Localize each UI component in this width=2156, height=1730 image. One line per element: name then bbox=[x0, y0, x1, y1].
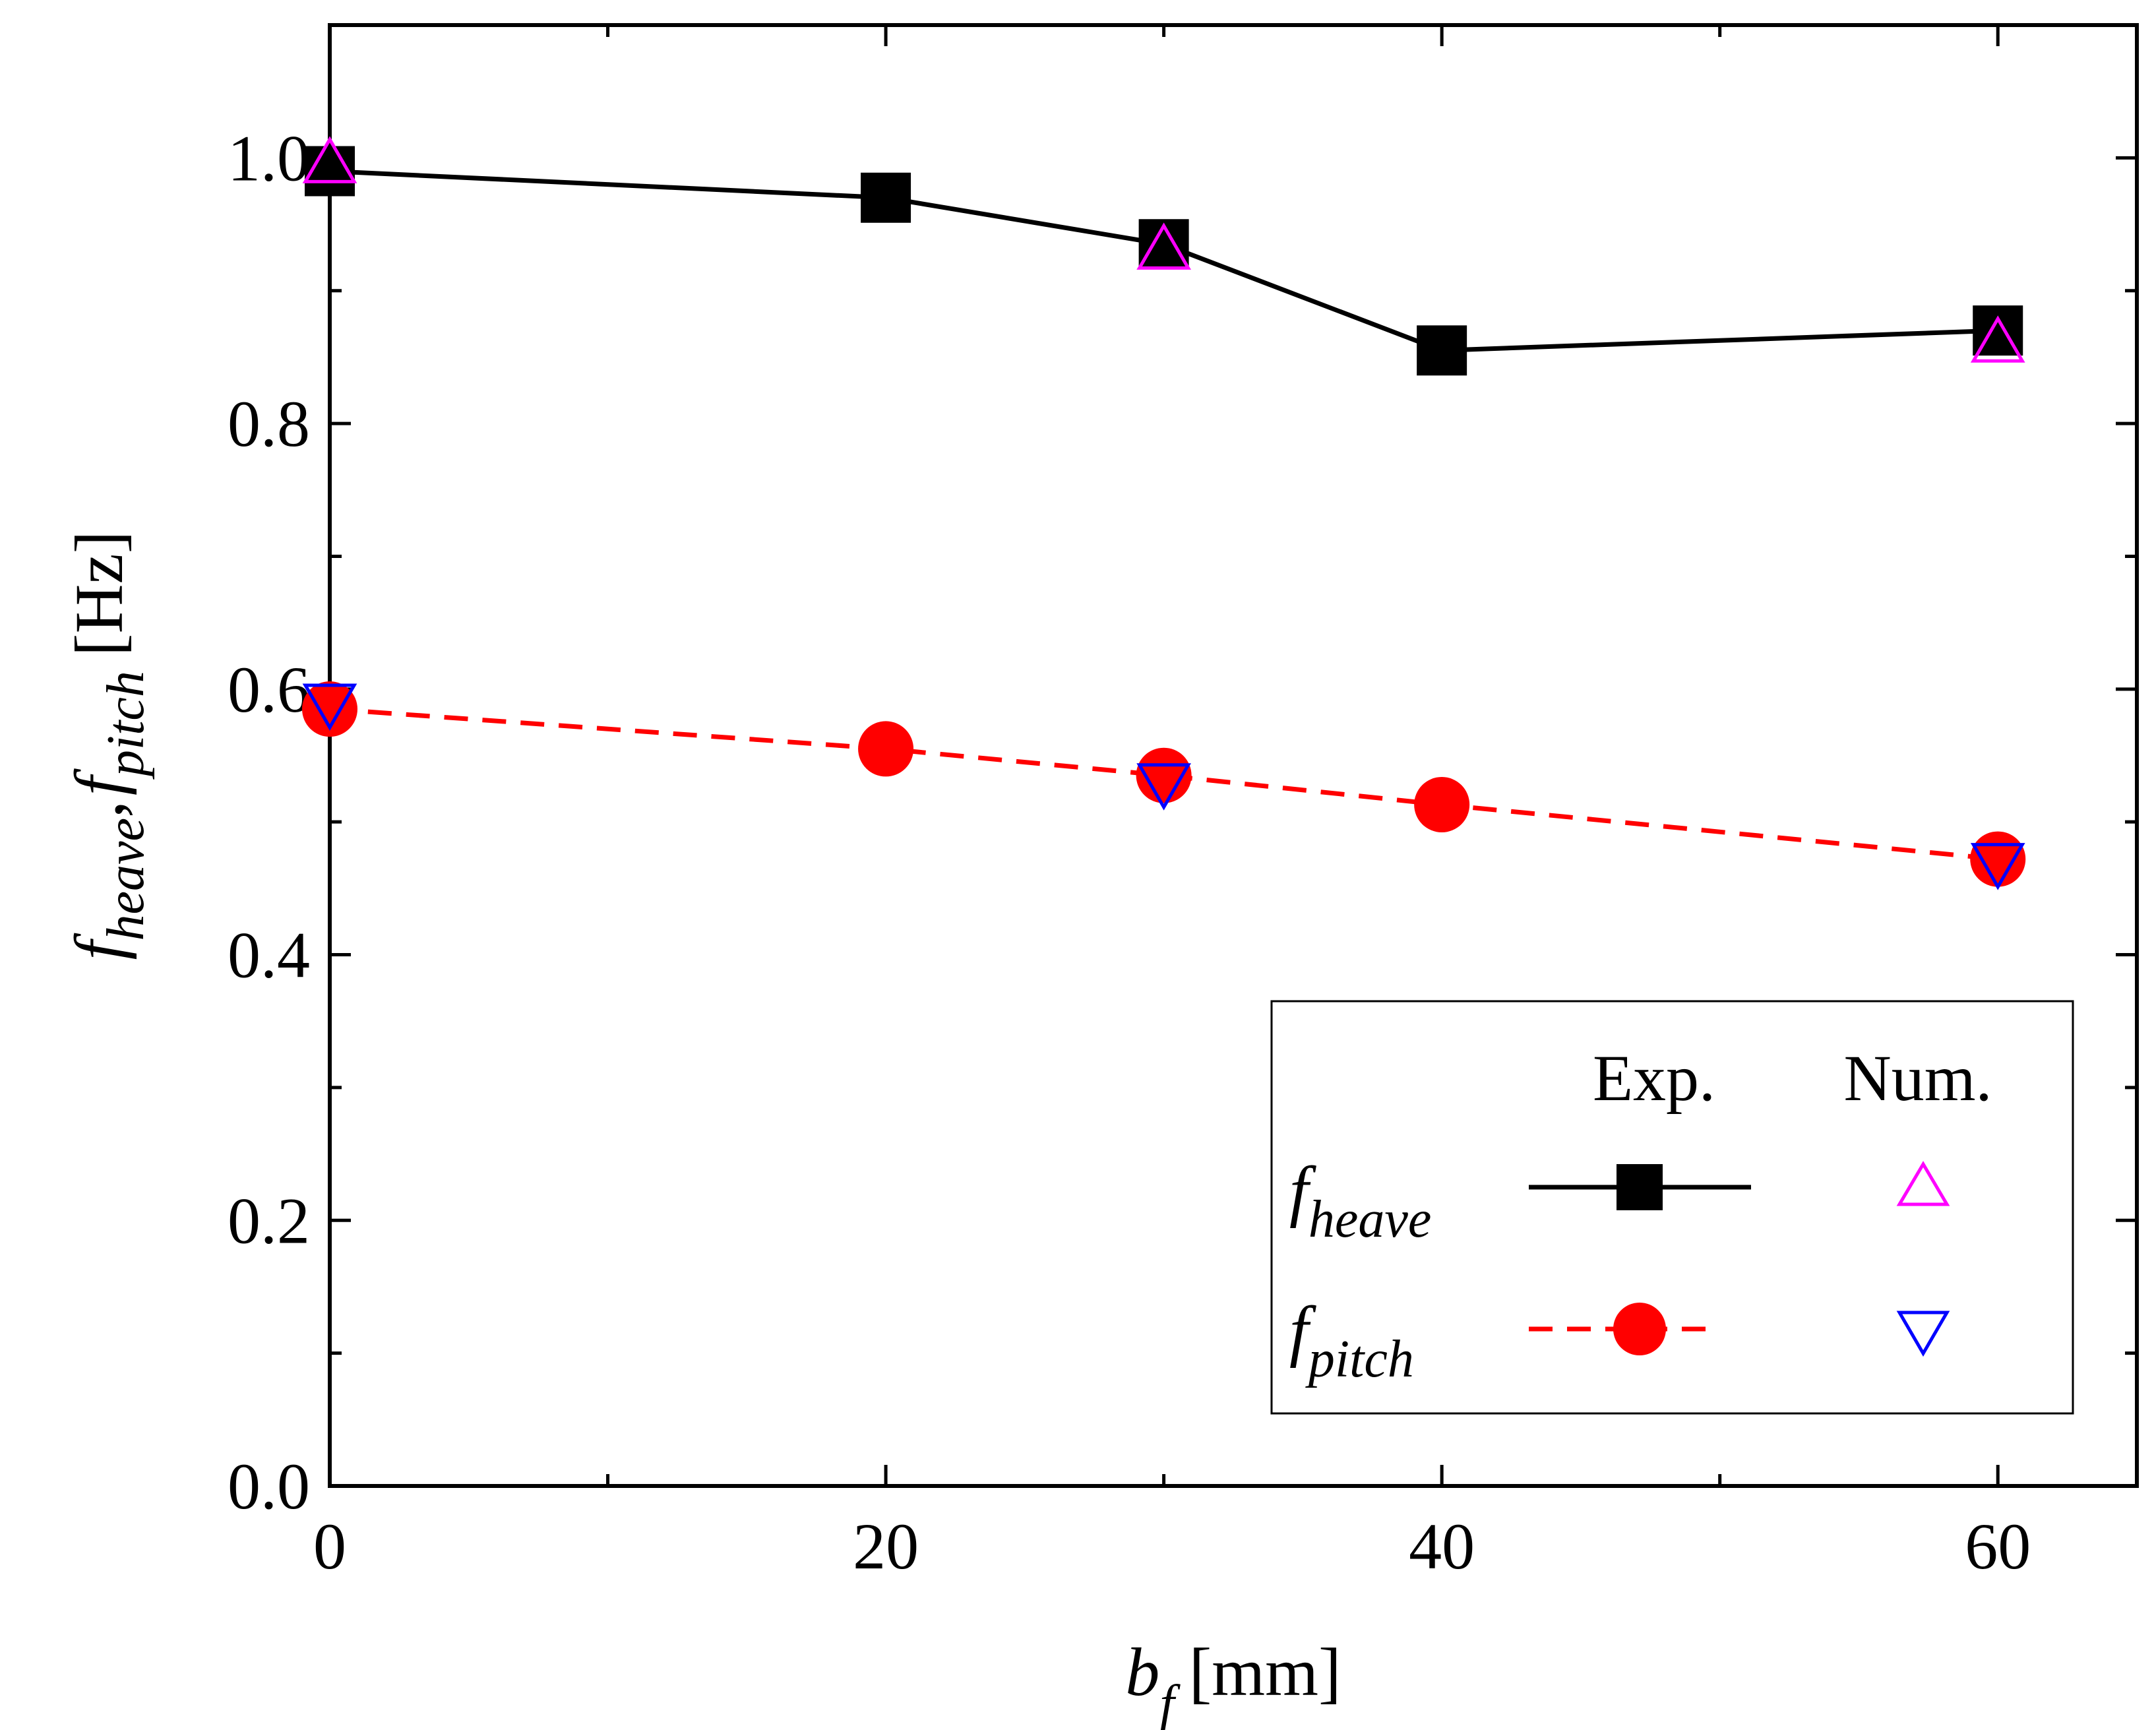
legend-box bbox=[1270, 1000, 2074, 1415]
x-axis-subscript: f bbox=[1159, 1675, 1181, 1730]
y-axis-unit: [Hz] bbox=[61, 531, 137, 657]
y-tick-label: 0.6 bbox=[228, 653, 310, 726]
y-tick-label: 0.4 bbox=[228, 919, 310, 992]
tick-labels: 0 20 40 60 0.0 0.2 0.4 0.6 0.8 1.0 bbox=[228, 121, 2031, 1583]
legend: Exp. Num. fheave fpitch bbox=[1270, 1000, 2074, 1415]
y-tick-label: 0.0 bbox=[228, 1450, 310, 1523]
legend-heave-num-marker bbox=[1896, 1161, 1950, 1206]
pitch_num-point bbox=[302, 683, 357, 731]
x-tick-label: 20 bbox=[853, 1510, 919, 1583]
pitch_num-point bbox=[1970, 843, 2025, 890]
heave_num-point bbox=[302, 136, 357, 183]
y-axis-separator: , bbox=[61, 801, 137, 818]
x-axis-unit: [mm] bbox=[1189, 1634, 1341, 1710]
heave_exp-point bbox=[861, 172, 911, 223]
pitch_exp-point bbox=[302, 681, 357, 737]
x-axis-symbol: b bbox=[1125, 1634, 1159, 1710]
heave_num-point bbox=[1136, 222, 1191, 270]
legend-label-pitch: fpitch bbox=[1289, 1293, 1414, 1388]
x-axis-title: bf [mm] bbox=[1125, 1634, 1341, 1730]
y-axis-title: fheave,fpitch[Hz] bbox=[61, 531, 155, 960]
pitch_exp-point bbox=[1136, 747, 1192, 803]
plot-frame bbox=[328, 23, 2139, 1488]
pitch_exp-line bbox=[329, 706, 1998, 862]
y-axis-subscript-heave: heave bbox=[97, 818, 155, 941]
y-tick-label: 0.2 bbox=[228, 1184, 310, 1257]
legend-heave-exp-marker bbox=[1617, 1164, 1663, 1210]
pitch_exp-point bbox=[858, 721, 914, 777]
legend-header-exp: Exp. bbox=[1593, 1041, 1715, 1115]
pitch_exp-point bbox=[1970, 831, 2026, 887]
y-tick-label: 1.0 bbox=[228, 121, 310, 195]
heave_exp-point bbox=[1417, 325, 1467, 376]
legend-heave-subscript: heave bbox=[1309, 1190, 1432, 1249]
x-tick-label: 40 bbox=[1409, 1510, 1475, 1583]
x-tick-label: 0 bbox=[313, 1510, 346, 1583]
pitch_num-point bbox=[1136, 763, 1191, 811]
legend-label-heave: fheave bbox=[1289, 1153, 1431, 1249]
pitch_exp-point bbox=[1414, 777, 1470, 833]
legend-pitch-num-marker bbox=[1896, 1311, 1950, 1357]
x-tick-label: 60 bbox=[1965, 1510, 2031, 1583]
heave_num-point bbox=[1970, 315, 2025, 363]
legend-pitch-subscript: pitch bbox=[1305, 1330, 1414, 1388]
legend-pitch-exp-marker bbox=[1613, 1303, 1666, 1355]
y-tick-label: 0.8 bbox=[228, 387, 310, 460]
series-markers bbox=[302, 136, 2026, 890]
legend-header-num: Num. bbox=[1844, 1041, 1992, 1115]
y-axis-subscript-pitch: pitch bbox=[97, 671, 155, 780]
